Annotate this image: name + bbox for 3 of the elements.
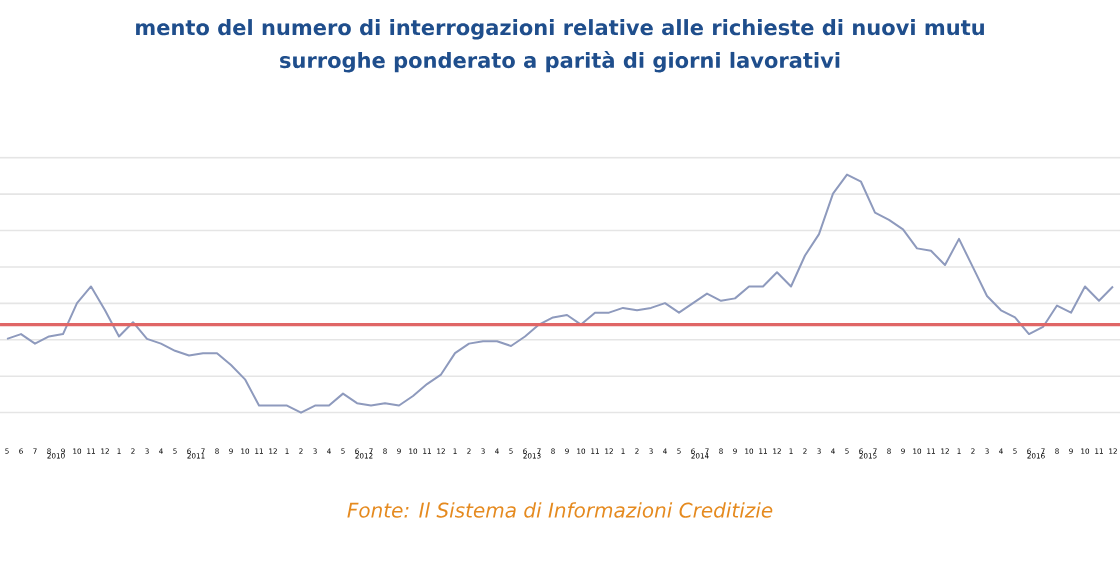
chart-subtitle: surroghe ponderato a parità di giorni lavorativi — [280, 51, 840, 73]
source-note: Fonte: Il Sistema di Informazioni Creditizie — [347, 502, 773, 518]
chart-title: mento del numero di interrogazioni relative alle richieste di nuovi mutu — [136, 19, 984, 40]
